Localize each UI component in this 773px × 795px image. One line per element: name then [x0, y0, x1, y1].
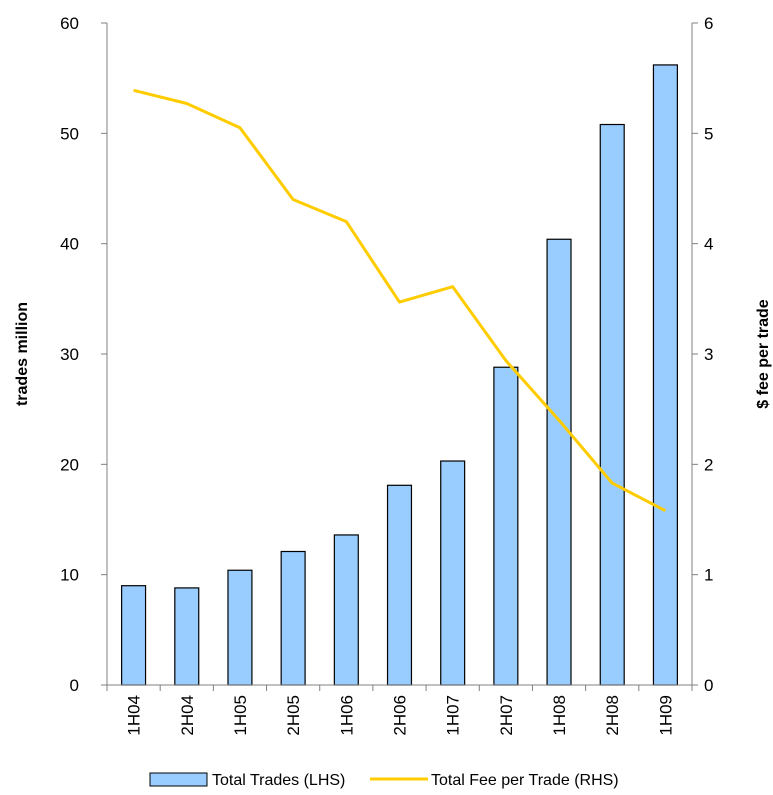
- right-tick-label: 4: [704, 235, 713, 254]
- left-tick-label: 20: [60, 455, 79, 474]
- bar-series: [121, 64, 678, 686]
- legend: Total Trades (LHS) Total Fee per Trade (…: [149, 772, 619, 789]
- x-tick-label: 2H06: [391, 695, 410, 736]
- legend-bar-swatch: [149, 772, 208, 787]
- x-tick-label: 2H05: [284, 695, 303, 736]
- bar: [546, 238, 572, 686]
- right-tick-label: 5: [704, 124, 713, 143]
- right-axis-title: $ fee per trade: [755, 299, 772, 408]
- bar: [174, 587, 200, 686]
- right-tick-label: 2: [704, 455, 713, 474]
- x-tick-label: 2H07: [497, 695, 516, 736]
- legend-line-label: Total Fee per Trade (RHS): [431, 772, 619, 789]
- x-axis-ticks: 1H04 2H04 1H05 2H05 1H06 2H06 1H07 2H07 1H08 2H08…: [106, 685, 693, 736]
- left-tick-label: 50: [60, 124, 79, 143]
- x-tick-label: 1H04: [125, 695, 144, 736]
- left-axis-title: trades million: [14, 302, 31, 406]
- x-tick-label: 1H07: [444, 695, 463, 736]
- left-axis-ticks: 0 10 20 30 40 50 60: [60, 14, 107, 695]
- bar: [386, 484, 413, 686]
- right-axis-ticks: 0 1 2 3 4 5 6: [692, 14, 713, 695]
- legend-bar-label: Total Trades (LHS): [212, 772, 345, 789]
- x-tick-label: 1H08: [550, 695, 569, 736]
- right-tick-label: 1: [704, 566, 713, 585]
- right-tick-label: 6: [704, 14, 713, 33]
- x-tick-label: 1H06: [337, 695, 356, 736]
- bar: [493, 366, 519, 686]
- fee-per-trade-line: [133, 88, 667, 513]
- bar: [280, 550, 306, 686]
- right-tick-label: 3: [704, 345, 713, 364]
- x-tick-label: 2H04: [178, 695, 197, 736]
- bar: [440, 460, 466, 686]
- bar: [227, 569, 253, 686]
- bar: [333, 534, 359, 686]
- left-tick-label: 40: [60, 235, 79, 254]
- bar: [121, 585, 147, 686]
- left-tick-label: 60: [60, 14, 79, 33]
- right-tick-label: 0: [704, 676, 713, 695]
- bar: [652, 64, 678, 686]
- left-tick-label: 30: [60, 345, 79, 364]
- x-tick-label: 1H09: [656, 695, 675, 736]
- x-tick-label: 1H05: [231, 695, 250, 736]
- left-tick-label: 10: [60, 566, 79, 585]
- bar: [599, 123, 625, 686]
- left-tick-label: 0: [70, 676, 79, 695]
- x-tick-label: 2H08: [603, 695, 622, 736]
